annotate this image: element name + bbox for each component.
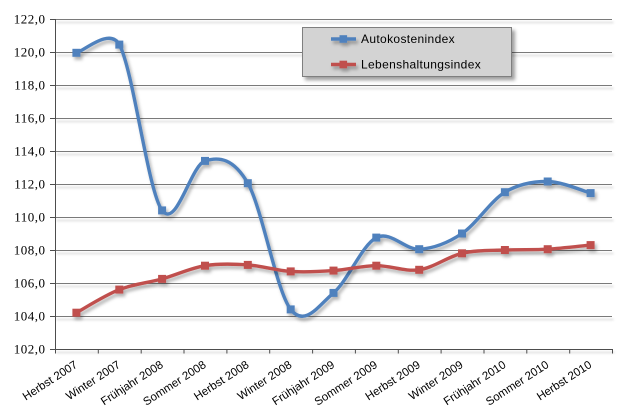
svg-text:Autokostenindex: Autokostenindex — [361, 32, 455, 46]
svg-text:110,0: 110,0 — [14, 210, 45, 225]
svg-text:112,0: 112,0 — [14, 177, 45, 192]
svg-text:118,0: 118,0 — [14, 78, 45, 93]
svg-text:Lebenshaltungsindex: Lebenshaltungsindex — [361, 58, 481, 72]
svg-text:104,0: 104,0 — [14, 309, 46, 324]
svg-text:108,0: 108,0 — [14, 243, 46, 258]
svg-text:122,0: 122,0 — [14, 12, 46, 27]
svg-text:116,0: 116,0 — [14, 111, 45, 126]
svg-text:120,0: 120,0 — [14, 45, 46, 60]
svg-text:102,0: 102,0 — [14, 342, 46, 357]
svg-text:106,0: 106,0 — [14, 276, 46, 291]
svg-text:114,0: 114,0 — [14, 144, 45, 159]
